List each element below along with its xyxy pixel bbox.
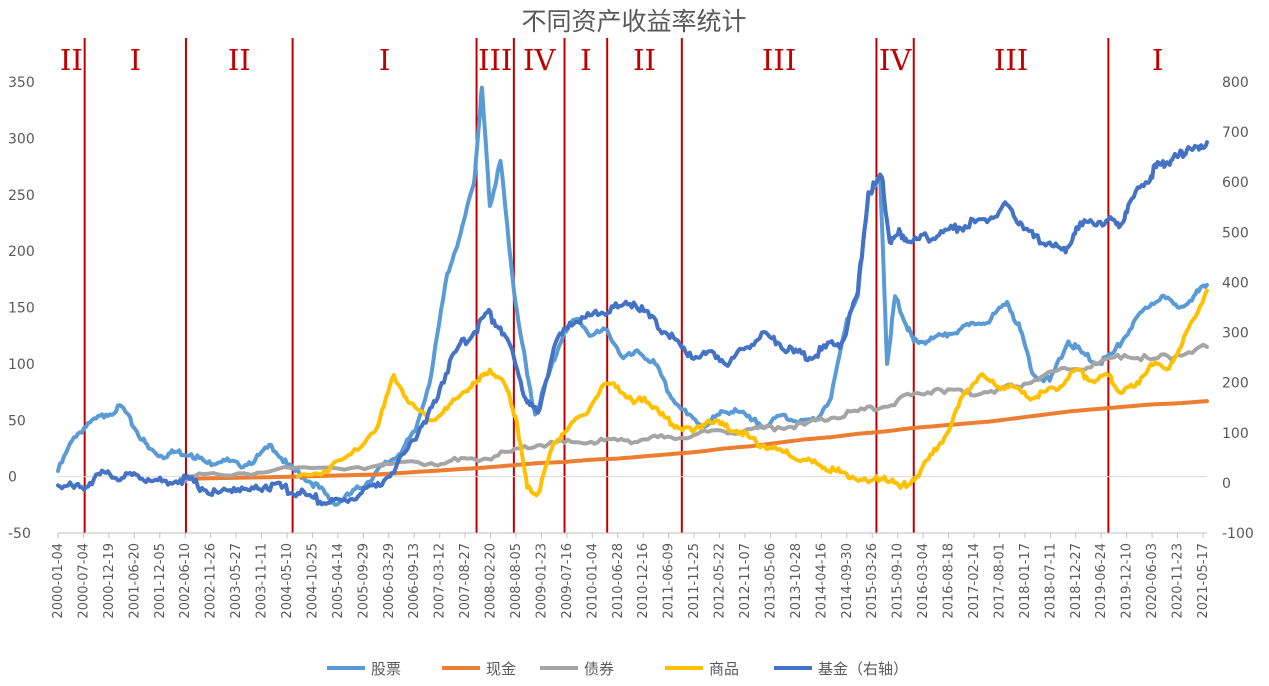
x-tick-label: 2009-01-23 xyxy=(534,543,549,619)
x-tick-label: 2006-09-13 xyxy=(407,543,422,619)
x-tick-label: 2014-09-30 xyxy=(840,543,855,619)
x-tick-label: 2019-06-24 xyxy=(1094,543,1109,619)
phase-label: I xyxy=(580,43,591,77)
series-line xyxy=(56,140,1209,507)
x-tick-label: 2013-10-28 xyxy=(789,543,804,619)
y-left-tick-label: 150 xyxy=(8,301,35,317)
y-left-tick-label: 100 xyxy=(8,357,35,373)
phase-label: III xyxy=(762,43,796,77)
x-tick-label: 2020-06-03 xyxy=(1145,543,1160,619)
x-tick-label: 2010-12-16 xyxy=(636,543,651,619)
x-tick-label: 2016-03-04 xyxy=(916,543,931,619)
legend-label: 基金（右轴） xyxy=(818,660,908,678)
y-right-tick-label: 200 xyxy=(1222,376,1249,392)
chart-title: 不同资产收益率统计 xyxy=(521,7,746,36)
axis-layer: -50 0 50 100 150 200 250 300 350 -100 0 100 200 300 40… xyxy=(8,75,1254,619)
phase-label: III xyxy=(478,43,512,77)
x-tick-label: 2000-12-19 xyxy=(102,543,117,619)
series-layer xyxy=(56,85,1209,507)
x-tick-label: 2001-12-05 xyxy=(153,543,168,619)
series-line xyxy=(178,399,1209,481)
y-right-tick-label: 600 xyxy=(1222,175,1249,191)
x-tick-label: 2006-03-29 xyxy=(382,543,397,619)
x-tick-label: 2020-11-23 xyxy=(1171,543,1186,619)
y-right-tick-label: -100 xyxy=(1222,526,1254,542)
x-tick-label: 2014-04-16 xyxy=(814,543,829,619)
phase-label: I xyxy=(1152,43,1163,77)
x-tick-label: 2002-11-26 xyxy=(204,543,219,619)
series-line xyxy=(178,342,1209,484)
legend-label: 商品 xyxy=(709,660,739,678)
x-tick-label: 2005-09-29 xyxy=(356,543,371,619)
x-tick-label: 2013-05-06 xyxy=(763,543,778,619)
x-tick-label: 2018-01-17 xyxy=(1018,543,1033,619)
x-tick-label: 2001-06-20 xyxy=(127,543,142,619)
x-tick-label: 2012-11-07 xyxy=(738,543,753,619)
x-tick-label: 2021-05-17 xyxy=(1196,543,1211,619)
x-tick-label: 2008-08-05 xyxy=(509,543,524,619)
x-tick-label: 2000-01-04 xyxy=(51,543,66,619)
x-tick-label: 2009-07-16 xyxy=(560,543,575,619)
x-tick-label: 2007-08-27 xyxy=(458,543,473,619)
x-tick-label: 2018-12-27 xyxy=(1069,543,1084,619)
legend: 股票 现金 债券 商品 基金（右轴） xyxy=(327,660,908,678)
phase-label: IV xyxy=(523,43,556,77)
x-tick-label: 2015-03-26 xyxy=(865,543,880,619)
x-tick-label: 2005-04-14 xyxy=(331,543,346,619)
x-tick-label: 2019-12-10 xyxy=(1120,543,1135,619)
x-tick-label: 2015-09-10 xyxy=(891,543,906,619)
phase-label: II xyxy=(60,43,83,77)
x-tick-label: 2018-07-11 xyxy=(1043,543,1058,619)
phase-label: I xyxy=(379,43,390,77)
y-right-tick-label: 700 xyxy=(1222,125,1249,141)
x-tick-label: 2002-06-10 xyxy=(178,543,193,619)
x-tick-label: 2003-11-11 xyxy=(255,543,270,619)
x-tick-label: 2017-08-01 xyxy=(992,543,1007,619)
x-tick-label: 2011-06-09 xyxy=(662,543,677,619)
x-tick-label: 2010-01-04 xyxy=(585,543,600,619)
y-right-tick-label: 500 xyxy=(1222,225,1249,241)
x-tick-label: 2000-07-04 xyxy=(76,543,91,619)
x-tick-label: 2016-08-18 xyxy=(942,543,957,619)
y-right-tick-label: 800 xyxy=(1222,75,1249,91)
series-line xyxy=(56,85,1209,507)
y-left-tick-label: 250 xyxy=(8,188,35,204)
phase-label: I xyxy=(130,43,141,77)
y-left-tick-label: -50 xyxy=(8,526,31,542)
x-tick-label: 2010-06-28 xyxy=(611,543,626,619)
phase-label: III xyxy=(994,43,1028,77)
x-tick-label: 2004-10-25 xyxy=(305,543,320,619)
phase-label: IV xyxy=(879,43,912,77)
legend-label: 股票 xyxy=(371,660,401,678)
x-tick-label: 2007-03-12 xyxy=(433,543,448,619)
y-left-tick-label: 350 xyxy=(8,75,35,91)
legend-label: 债券 xyxy=(584,660,614,678)
x-tick-label: 2004-05-10 xyxy=(280,543,295,619)
y-right-tick-label: 400 xyxy=(1222,275,1249,291)
phase-label: II xyxy=(228,43,251,77)
y-left-tick-label: 200 xyxy=(8,244,35,260)
y-left-tick-label: 50 xyxy=(8,413,26,429)
x-tick-label: 2012-05-22 xyxy=(713,543,728,619)
series-line xyxy=(295,288,1209,498)
x-tick-label: 2017-02-14 xyxy=(967,543,982,619)
legend-label: 现金 xyxy=(486,660,516,678)
y-right-tick-label: 0 xyxy=(1222,476,1231,492)
phase-label: II xyxy=(633,43,656,77)
x-tick-label: 2011-11-25 xyxy=(687,543,702,619)
y-left-tick-label: 0 xyxy=(8,470,17,486)
y-right-tick-label: 100 xyxy=(1222,426,1249,442)
phase-layer: II I II I III IV I II III IV III I xyxy=(60,38,1163,533)
x-tick-label: 2008-02-20 xyxy=(484,543,499,619)
y-right-tick-label: 300 xyxy=(1222,326,1249,342)
x-tick-label: 2003-05-27 xyxy=(229,543,244,619)
y-left-tick-label: 300 xyxy=(8,131,35,147)
